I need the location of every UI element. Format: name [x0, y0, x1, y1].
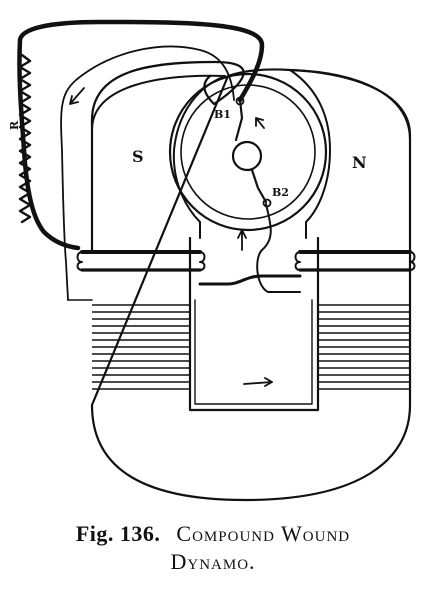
north-pole-piece [289, 69, 411, 251]
armature-inner-ring [180, 84, 316, 220]
figure-title-line2: Dynamo. [170, 549, 256, 574]
external-circuit-thick-wire [17, 19, 265, 251]
current-arrow-up [237, 229, 247, 251]
resistance-label: R [8, 120, 21, 130]
shunt-circuit-wire [60, 45, 235, 301]
central-core-inner-line [194, 299, 313, 405]
left-field-coil [92, 304, 190, 390]
brush-1-label: B1 [214, 108, 231, 121]
south-pole-label: S [132, 147, 144, 166]
current-arrow-left [69, 87, 85, 105]
right-field-coil [318, 304, 410, 390]
armature-circuit-line [234, 98, 268, 204]
coil-end-loops-right [294, 251, 416, 271]
magnet-yoke-outline [90, 60, 412, 502]
brush-2-lead [256, 203, 301, 293]
brush-2-label: B2 [272, 186, 289, 199]
armature-outer-ring [168, 72, 328, 232]
coil-end-loops-left [76, 251, 206, 271]
compound-dynamo-diagram: S N B1 B2 R [8, 19, 416, 502]
commutator-circle [231, 140, 263, 172]
cross-connection-wire [198, 274, 302, 286]
central-core [188, 236, 320, 412]
figure-title-line1: Compound Wound [176, 521, 351, 546]
current-arrow-brush [255, 117, 265, 129]
figure-caption: Fig. 136. Compound Wound Dynamo. [0, 520, 426, 576]
north-pole-label: N [352, 153, 367, 172]
current-arrow-core [243, 377, 273, 387]
resistance-coil [18, 53, 32, 224]
south-pole-piece [91, 74, 226, 251]
figure-number: Fig. 136. [75, 521, 161, 546]
